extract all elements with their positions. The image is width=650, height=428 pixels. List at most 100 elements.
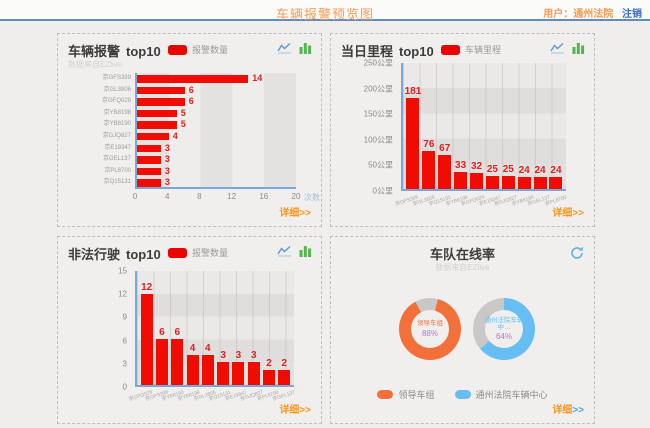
donut-center-text: 通州法院车辆中… 64%	[473, 298, 535, 360]
y-tick-label: 9	[122, 312, 127, 322]
detail-link[interactable]: 详细>>	[279, 401, 311, 416]
category-label: 京Q15131	[103, 179, 131, 186]
bar: 33	[454, 160, 468, 189]
category-label: 京GFS399	[102, 75, 131, 81]
detail-text: 详细	[552, 208, 573, 219]
category-label: 京GFQ029	[101, 98, 131, 105]
detail-link[interactable]: 详细>>	[552, 204, 584, 219]
donut-percentage: 64%	[495, 332, 512, 342]
bar	[137, 75, 249, 83]
bar: 12	[140, 282, 153, 385]
legend-label: 报警数量	[192, 45, 229, 55]
panel-title-suffix: top10	[126, 247, 161, 262]
y-tick-label: 250公里	[363, 58, 393, 68]
value-label: 25	[502, 164, 514, 176]
mileage-xlabels: 京GFS399 京GL3806 京Q15131 京YB8198 京GFQ029 京E193…	[395, 194, 567, 217]
category-label: 京GEL137	[102, 156, 131, 163]
panel-title: 非法行驶 top10	[68, 244, 161, 263]
value-label: 12	[141, 281, 153, 293]
detail-link[interactable]: 详细>>	[552, 401, 584, 416]
donut-label: 通州法院车辆中…	[484, 316, 524, 331]
value-label: 3	[164, 154, 170, 165]
y-tick-label: 50公里	[368, 160, 393, 170]
bar	[137, 167, 161, 176]
y-tick-label: 150公里	[363, 109, 393, 119]
value-label: 5	[180, 119, 186, 130]
value-label: 67	[439, 143, 451, 155]
bar	[137, 121, 177, 129]
user-label: 用户：通州法院	[543, 9, 614, 20]
legend-swatch-icon	[168, 247, 187, 258]
alarm-category-labels: 京GFS399 京GL3806 京GFQ029 京YB8198 京YB8190 京GJQ8…	[58, 73, 131, 189]
chart-type-switcher	[550, 42, 585, 54]
bar: 6	[155, 327, 168, 385]
mileage-bars: 181 76 67 33 32 25 25 24 24 24	[403, 63, 566, 189]
bar-row: 3	[137, 154, 296, 166]
xaxis-unit-label: 次数	[304, 193, 320, 202]
value-label: 32	[470, 160, 483, 172]
bar: 4	[201, 343, 214, 385]
legend-alarm-count[interactable]: 报警数量	[168, 246, 228, 259]
panel-title-text: 当日里程	[341, 44, 394, 59]
bar	[137, 144, 161, 153]
x-tick-label: 8	[197, 192, 202, 201]
illegal-bars: 12 6 6 4 4 3 3 3 2 2	[137, 271, 294, 385]
bar-chart-icon[interactable]	[572, 42, 585, 54]
value-label: 3	[164, 177, 170, 188]
donut-chart: 通州法院车辆中… 64%	[473, 298, 535, 360]
legend-label: 报警数量	[192, 248, 229, 258]
bar: 3	[247, 350, 260, 385]
bar: 181	[405, 86, 421, 189]
value-label: 181	[404, 85, 422, 97]
value-label: 3	[164, 142, 170, 153]
donut-percentage: 88%	[421, 328, 438, 338]
bar-chart-icon[interactable]	[299, 245, 312, 257]
legend-blob-icon	[454, 390, 471, 399]
bar-row: 3	[137, 143, 296, 155]
bar	[137, 179, 161, 187]
data-source-note: 数据来自EZlive	[435, 263, 490, 272]
line-chart-icon[interactable]	[550, 42, 565, 54]
value-label: 6	[174, 327, 181, 339]
value-label: 2	[281, 357, 288, 369]
donut-label: 领导车组	[417, 320, 443, 328]
y-tick-label: 15	[118, 266, 127, 276]
value-label: 3	[235, 350, 242, 362]
bar	[137, 86, 185, 95]
value-label: 14	[252, 73, 263, 83]
category-label: 京PL8700	[104, 167, 131, 174]
detail-link[interactable]: 详细>>	[279, 204, 311, 219]
page-title: 车辆报警预览图	[275, 7, 374, 22]
bar: 25	[485, 164, 499, 189]
bar	[137, 109, 177, 118]
value-label: 5	[180, 107, 186, 118]
panel-title-suffix: top10	[126, 44, 161, 59]
panel-illegal-driving: 非法行驶 top10 报警数量 15 12 9 6 3 0 12 6 6 4 4 3 3 3 2 2 京GFQ…	[57, 236, 322, 424]
chart-type-switcher	[277, 245, 312, 257]
line-chart-icon[interactable]	[277, 245, 292, 257]
value-label: 4	[189, 342, 196, 354]
legend-item-court-vehicle-center[interactable]: 通州法院车辆中心	[454, 388, 548, 401]
legend-item-leader-group[interactable]: 领导车组	[377, 388, 435, 401]
bar	[137, 98, 185, 106]
bar: 3	[217, 350, 230, 385]
alarm-xaxis: 次数 0 4 8 12 16 20	[133, 192, 320, 202]
legend-label: 领导车组	[398, 390, 435, 400]
panel-title: 车辆报警 top10	[68, 41, 161, 60]
value-label: 24	[534, 164, 546, 176]
panel-title: 当日里程 top10	[341, 41, 434, 60]
detail-text: 详细	[279, 208, 300, 219]
legend-swatch-icon	[168, 44, 187, 55]
bar-chart-icon[interactable]	[299, 42, 312, 54]
legend-vehicle-mileage[interactable]: 车辆里程	[441, 43, 501, 56]
category-label: 京YB8198	[103, 109, 131, 116]
data-source-note: 数据来自EZlive	[68, 60, 123, 69]
legend-alarm-count[interactable]: 报警数量	[168, 43, 228, 56]
illegal-xlabels: 京GFQ029 京GFS399 京YB8190 京YB8198 京GL3806 京Q151…	[128, 389, 296, 412]
donut-chart: 领导车组 88%	[399, 298, 461, 360]
logout-link[interactable]: 注销	[622, 9, 642, 20]
value-label: 4	[172, 130, 178, 141]
bar-row: 6	[137, 96, 296, 108]
refresh-icon[interactable]	[570, 246, 584, 260]
line-chart-icon[interactable]	[277, 42, 292, 54]
